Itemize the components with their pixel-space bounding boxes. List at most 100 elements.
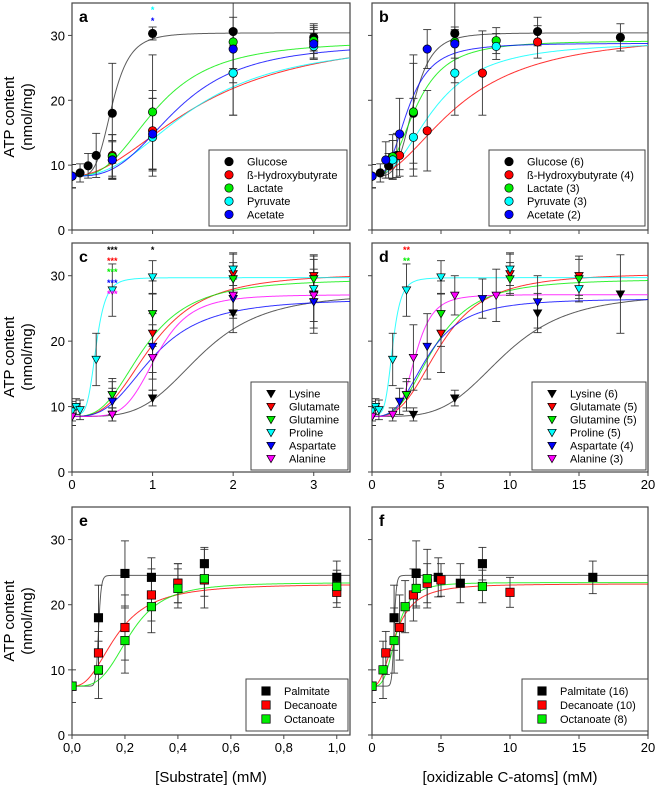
plot-frame [71, 506, 351, 736]
legend-marker [547, 389, 557, 399]
fit-curve [72, 32, 350, 177]
data-point [147, 273, 158, 282]
panel-d: d 0 5 10 15 20 **** Lysine (6)Glutamate (5)Glut… [368, 242, 655, 492]
data-point [147, 394, 158, 403]
fit-curve [372, 45, 648, 177]
legend-marker [547, 428, 557, 438]
legend-marker [224, 196, 234, 206]
data-point [309, 39, 319, 49]
data-point [72, 171, 77, 181]
legend-label: Lactate [247, 183, 283, 195]
fit-curve [72, 582, 350, 687]
y-tick-label: 0 [58, 465, 65, 480]
x-tick-label: 0,8 [275, 740, 293, 755]
plot-frame [71, 242, 351, 473]
fit-curve [372, 299, 648, 417]
data-point [505, 587, 515, 597]
panel-letter: d [379, 249, 389, 266]
data-point [372, 681, 377, 691]
panel-letter: a [79, 9, 88, 26]
x-tick-label: 0 [368, 740, 375, 755]
data-point [83, 161, 93, 171]
data-point [477, 68, 487, 78]
y-axis-label-bottom-line2: (nmol/mg) [19, 587, 36, 655]
data-point [75, 168, 85, 178]
significance-marker: * [151, 245, 155, 255]
legend-marker [547, 402, 557, 412]
data-point [146, 602, 156, 612]
y-axis-label-middle-line2: (nmol/mg) [19, 323, 36, 391]
fit-curve [72, 277, 350, 415]
data-point [615, 290, 626, 299]
fit-curve [72, 57, 350, 177]
data-point [422, 574, 432, 584]
data-point [395, 129, 405, 139]
legend-marker [261, 686, 271, 696]
plot-area [72, 3, 350, 189]
data-point [450, 39, 460, 49]
fit-curve [372, 43, 648, 177]
data-point [107, 410, 118, 420]
legend: Glucoseß-HydroxybutyrateLactatePyruvateA… [208, 149, 348, 227]
data-point [72, 412, 77, 422]
fit-curve [72, 294, 350, 417]
data-point [120, 622, 130, 633]
data-point [408, 353, 419, 363]
legend-marker [224, 209, 234, 219]
fit-curve [372, 32, 648, 177]
data-point [411, 568, 421, 578]
panel-letter: f [379, 513, 385, 530]
data-point [147, 329, 158, 339]
data-point [387, 410, 398, 420]
legend-marker [504, 157, 514, 167]
panel-letter: c [79, 249, 88, 266]
data-point [449, 291, 460, 301]
data-point [477, 581, 487, 592]
data-point [574, 275, 584, 284]
legend-label: ß-Hydroxybutyrate [247, 170, 337, 182]
legend-label: Palmitate [284, 686, 330, 698]
plot-area [72, 540, 350, 703]
legend-label: Glucose (6) [527, 157, 584, 169]
data-point [72, 681, 77, 691]
y-tick-label: 0 [58, 223, 65, 238]
x-tick-label: 20 [641, 740, 655, 755]
legend-marker [547, 454, 557, 464]
data-point [75, 406, 85, 415]
data-point [199, 559, 209, 569]
data-point [505, 275, 515, 284]
legend: Palmitate (16) Decanoate (10) Octanoate (8… [521, 678, 649, 732]
data-point [450, 28, 460, 39]
data-point [394, 397, 405, 407]
panel-e: e 0,0 0,2 0,4 0,6 0,8 1,0 0 10 20 30 Palmitate Decan… [51, 506, 351, 755]
x-tick-label: 15 [572, 477, 586, 492]
y-axis-label-bottom-line1: ATP content [1, 580, 18, 662]
x-tick-label: 2 [230, 477, 237, 492]
significance-marker: *** [107, 278, 118, 288]
data-point [332, 581, 342, 592]
legend-marker [537, 714, 547, 724]
legend-label: Aspartate [289, 441, 336, 453]
data-point [148, 129, 158, 139]
x-tick-label: 0,2 [116, 740, 134, 755]
data-point [91, 355, 101, 365]
fit-curve [72, 44, 350, 177]
significance-marker: *** [107, 256, 118, 266]
legend-marker [266, 428, 276, 438]
plot-frame [71, 2, 351, 231]
significance-marker: ** [403, 245, 411, 255]
legend-marker [266, 402, 276, 412]
x-tick-label: 0,0 [63, 740, 81, 755]
data-point [332, 572, 342, 582]
legend-label: Lysine [289, 389, 320, 401]
data-point [120, 568, 130, 578]
data-point [147, 353, 158, 363]
legend-marker [504, 170, 514, 180]
significance-marker: * [151, 16, 155, 26]
legend-label: Palmitate (16) [560, 686, 628, 698]
panel-letter: b [379, 9, 389, 26]
data-point [228, 68, 238, 78]
data-point [533, 26, 543, 37]
data-point [436, 575, 446, 585]
y-tick-label: 10 [51, 400, 65, 415]
